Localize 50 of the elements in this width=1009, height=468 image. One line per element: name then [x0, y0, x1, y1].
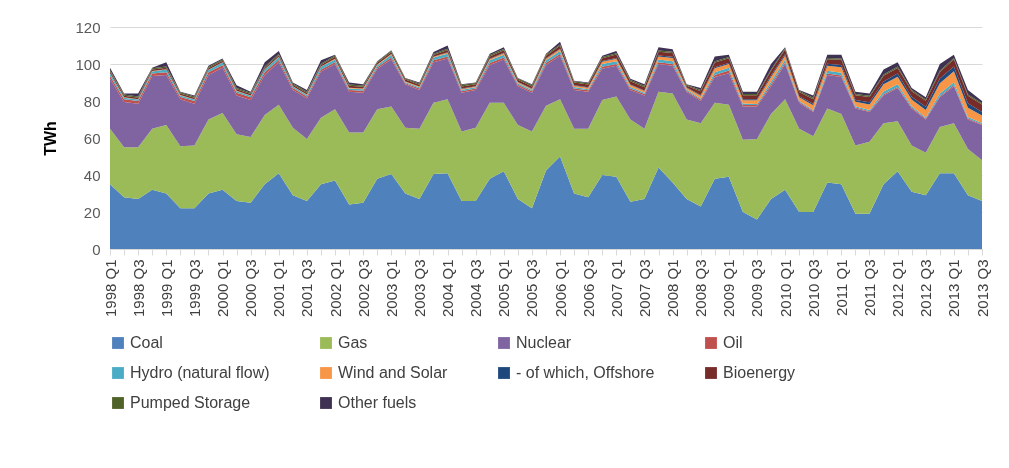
legend-label: - of which, Offshore [516, 364, 655, 381]
y-tick-label: 80 [83, 92, 101, 110]
x-tick-label: 2006 Q1 [551, 259, 569, 318]
x-tick-label: 2009 Q3 [748, 259, 766, 318]
x-tick-label: 2008 Q3 [692, 259, 710, 318]
x-tick-label: 2004 Q1 [439, 259, 457, 318]
x-tick-label: 2005 Q1 [495, 259, 513, 318]
x-tick-label: 2010 Q1 [776, 259, 794, 318]
x-tick-label: 2013 Q3 [973, 259, 991, 318]
x-tick-label: 2007 Q3 [635, 259, 653, 318]
x-tick-label: 2000 Q1 [214, 259, 232, 318]
x-tick-label: 2000 Q3 [242, 259, 260, 318]
legend-label: Coal [130, 334, 163, 351]
x-tick-label: 2006 Q3 [579, 259, 597, 318]
legend-label: Wind and Solar [338, 364, 449, 381]
y-tick-label: 60 [83, 129, 101, 147]
legend-label: Pumped Storage [130, 394, 251, 411]
x-tick-label: 2012 Q1 [889, 259, 907, 318]
legend-label: Oil [723, 334, 743, 351]
x-tick-label: 2013 Q1 [945, 259, 963, 318]
x-tick-label: 2002 Q3 [354, 259, 372, 318]
x-tick-label: 2011 Q3 [860, 259, 878, 316]
legend-label: Other fuels [338, 394, 417, 411]
x-tick-label: 2007 Q1 [607, 259, 625, 318]
x-tick-label: 2005 Q3 [523, 259, 541, 318]
legend-label: Gas [338, 334, 368, 351]
x-tick-label: 2012 Q3 [917, 259, 935, 318]
legend-label: Nuclear [516, 334, 572, 351]
legend-label: Bioenergy [723, 364, 796, 381]
x-tick-label: 2003 Q1 [382, 259, 400, 318]
y-tick-label: 120 [75, 18, 101, 36]
x-tick-label: 2003 Q3 [410, 259, 428, 318]
x-tick-label: 1998 Q1 [101, 259, 119, 318]
x-tick-label: 2004 Q3 [467, 259, 485, 318]
x-tick-label: 2011 Q1 [832, 259, 850, 316]
x-tick-label: 2001 Q3 [298, 259, 316, 318]
x-tick-label: 2010 Q3 [804, 259, 822, 318]
y-tick-label: 0 [92, 240, 101, 258]
legend-label: Hydro (natural flow) [130, 364, 270, 381]
x-tick-label: 2002 Q1 [326, 259, 344, 318]
x-tick-label: 2008 Q1 [664, 259, 682, 318]
y-tick-label: 20 [83, 203, 101, 221]
x-tick-label: 1999 Q1 [157, 259, 175, 318]
y-tick-label: 40 [83, 166, 101, 184]
x-tick-label: 1998 Q3 [129, 259, 147, 318]
x-tick-label: 2009 Q1 [720, 259, 738, 318]
y-axis-title: TWh [42, 121, 60, 156]
y-tick-label: 100 [75, 55, 101, 73]
x-tick-label: 2001 Q1 [270, 259, 288, 318]
x-tick-label: 1999 Q3 [185, 259, 203, 318]
